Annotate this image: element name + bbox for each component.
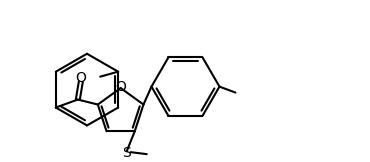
Text: O: O bbox=[115, 80, 126, 94]
Text: S: S bbox=[122, 146, 131, 160]
Text: O: O bbox=[75, 71, 86, 85]
